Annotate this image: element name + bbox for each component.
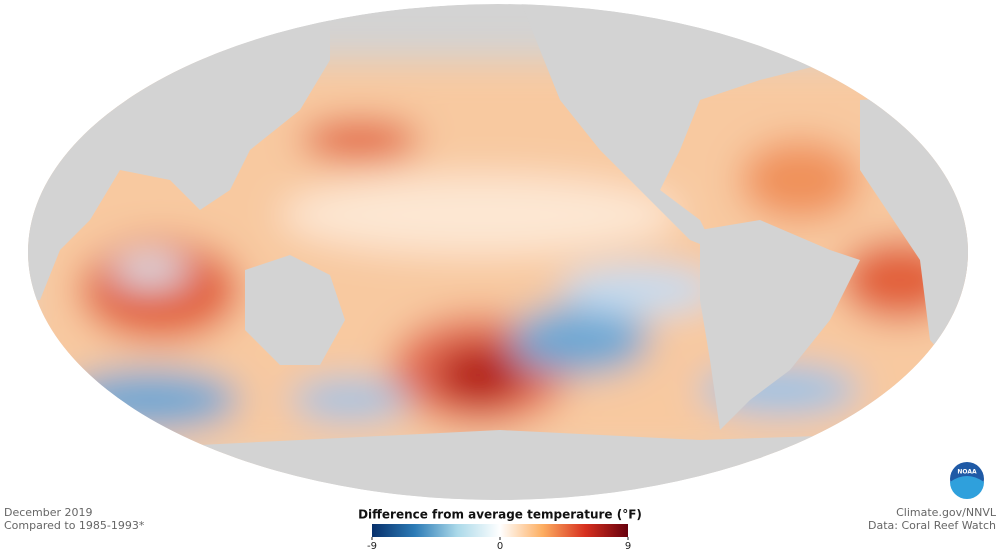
baseline-caption: Compared to 1985-1993* [4, 519, 145, 532]
noaa-logo: NOAA [950, 462, 984, 499]
tick-label: -9 [367, 541, 377, 552]
colorbar-title: Difference from average temperature (°F) [358, 508, 642, 522]
data-credit: Data: Coral Reef Watch [868, 519, 996, 532]
logo-text: NOAA [957, 469, 977, 476]
tick-label: 0 [497, 541, 503, 552]
tick-label: 9 [625, 541, 631, 552]
colorbar [372, 524, 628, 537]
source-credit: Climate.gov/NNVL [896, 506, 997, 519]
date-caption: December 2019 [4, 506, 93, 519]
